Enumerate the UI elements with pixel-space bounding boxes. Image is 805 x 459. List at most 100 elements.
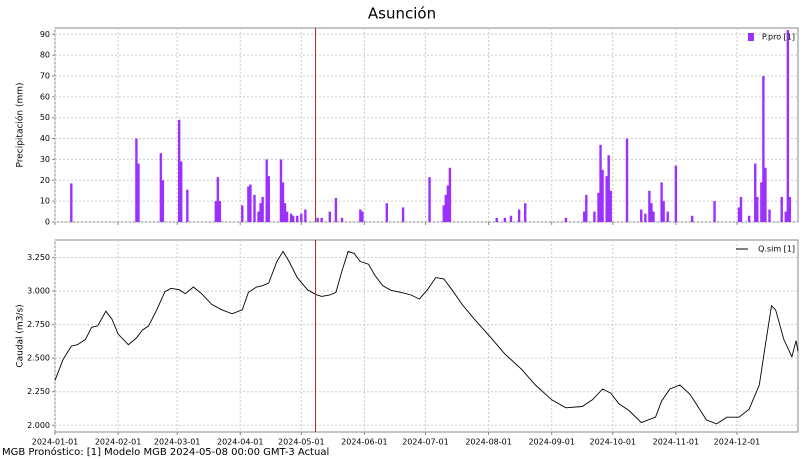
- bar: [713, 201, 716, 222]
- bar: [334, 198, 338, 222]
- bar: [320, 217, 323, 222]
- bar: [593, 211, 596, 222]
- bar: [674, 165, 678, 222]
- plot-area: [54, 27, 799, 223]
- y-tick-label: 10: [40, 197, 50, 206]
- y-tick-label: 90: [40, 30, 50, 39]
- bar: [599, 144, 602, 222]
- x-tick-label: 2024-01-01: [32, 438, 79, 447]
- footer: MGB Pronóstico: [1] Modelo MGB 2024-05-0…: [2, 446, 329, 458]
- y-tick-label: 3.000: [27, 287, 50, 296]
- bar: [509, 215, 513, 222]
- legend-label: Q.sim [1]: [758, 245, 795, 254]
- y-tick-label: 2.500: [27, 354, 50, 363]
- plot-area: [54, 239, 799, 433]
- bar: [261, 196, 264, 222]
- bar: [495, 217, 498, 222]
- x-tick-label: 2024-10-01: [590, 438, 637, 447]
- bar: [401, 207, 405, 222]
- bar: [216, 177, 220, 222]
- bar: [737, 207, 741, 222]
- y-tick-label: 40: [40, 134, 50, 143]
- bar: [70, 183, 73, 222]
- y-tick-label: 50: [40, 113, 50, 122]
- bar: [597, 192, 600, 222]
- y-tick-label: 30: [40, 155, 50, 164]
- bar: [428, 177, 431, 222]
- y-tick-label: 2.000: [27, 421, 50, 430]
- bar: [247, 186, 250, 222]
- x-tick-label: 2024-05-01: [278, 438, 325, 447]
- y-axis-label: Caudal (m3/s): [16, 304, 26, 367]
- bar: [361, 211, 364, 222]
- bar: [583, 211, 586, 222]
- x-tick-label: 2024-04-01: [217, 438, 264, 447]
- line: [54, 250, 799, 425]
- bar: [267, 176, 270, 222]
- y-tick-label: 70: [40, 71, 50, 80]
- bar: [585, 194, 588, 222]
- x-tick-label: 2024-06-01: [341, 438, 388, 447]
- y-tick-label: 20: [40, 176, 50, 185]
- legend-label: P.pro [1]: [762, 33, 795, 42]
- bar: [662, 201, 665, 222]
- bar: [259, 203, 262, 222]
- y-axis-label: Precipitación (mm): [15, 82, 26, 167]
- bar: [265, 159, 268, 222]
- bar: [279, 159, 283, 222]
- bar: [281, 182, 285, 222]
- bar: [780, 196, 783, 222]
- bar: [564, 217, 568, 222]
- bar: [253, 194, 256, 222]
- bar: [161, 180, 165, 222]
- bar: [625, 138, 629, 222]
- bar: [739, 196, 743, 222]
- bar: [784, 211, 787, 222]
- x-tick-label: 2024-12-01: [714, 438, 761, 447]
- bar: [385, 203, 389, 222]
- bar: [650, 203, 653, 222]
- bar: [605, 176, 608, 222]
- chart-title: Asunción: [368, 5, 436, 23]
- bar: [747, 215, 751, 222]
- bar: [316, 217, 319, 222]
- bar: [214, 201, 218, 222]
- bar: [756, 196, 759, 222]
- bar: [291, 215, 295, 222]
- bar: [640, 209, 643, 222]
- bar: [448, 167, 452, 222]
- bar: [609, 190, 612, 222]
- bar: [444, 194, 448, 222]
- bar: [159, 153, 163, 222]
- bar: [754, 163, 757, 222]
- bar: [517, 209, 521, 222]
- bar: [652, 211, 655, 222]
- bar: [289, 213, 293, 222]
- bar: [446, 185, 450, 222]
- legend-swatch: [748, 33, 754, 41]
- bar: [304, 209, 307, 222]
- bar: [760, 182, 763, 222]
- bar: [762, 75, 765, 223]
- x-tick-label: 2024-11-01: [653, 438, 700, 447]
- x-tick-label: 2024-09-01: [528, 438, 575, 447]
- bar: [296, 215, 299, 222]
- bar: [180, 161, 183, 222]
- y-tick-label: 2.250: [27, 387, 50, 396]
- bar: [241, 205, 244, 222]
- x-tick-label: 2024-03-01: [154, 438, 201, 447]
- bar: [340, 217, 344, 222]
- bar: [644, 213, 647, 222]
- bar: [249, 184, 252, 222]
- y-tick-label: 60: [40, 92, 50, 101]
- x-tick-label: 2024-02-01: [95, 438, 142, 447]
- bar: [666, 211, 669, 222]
- bar: [690, 215, 694, 222]
- bar: [660, 182, 663, 222]
- bar: [186, 189, 189, 222]
- bar: [764, 167, 767, 222]
- bar: [285, 211, 289, 222]
- bar: [503, 217, 507, 222]
